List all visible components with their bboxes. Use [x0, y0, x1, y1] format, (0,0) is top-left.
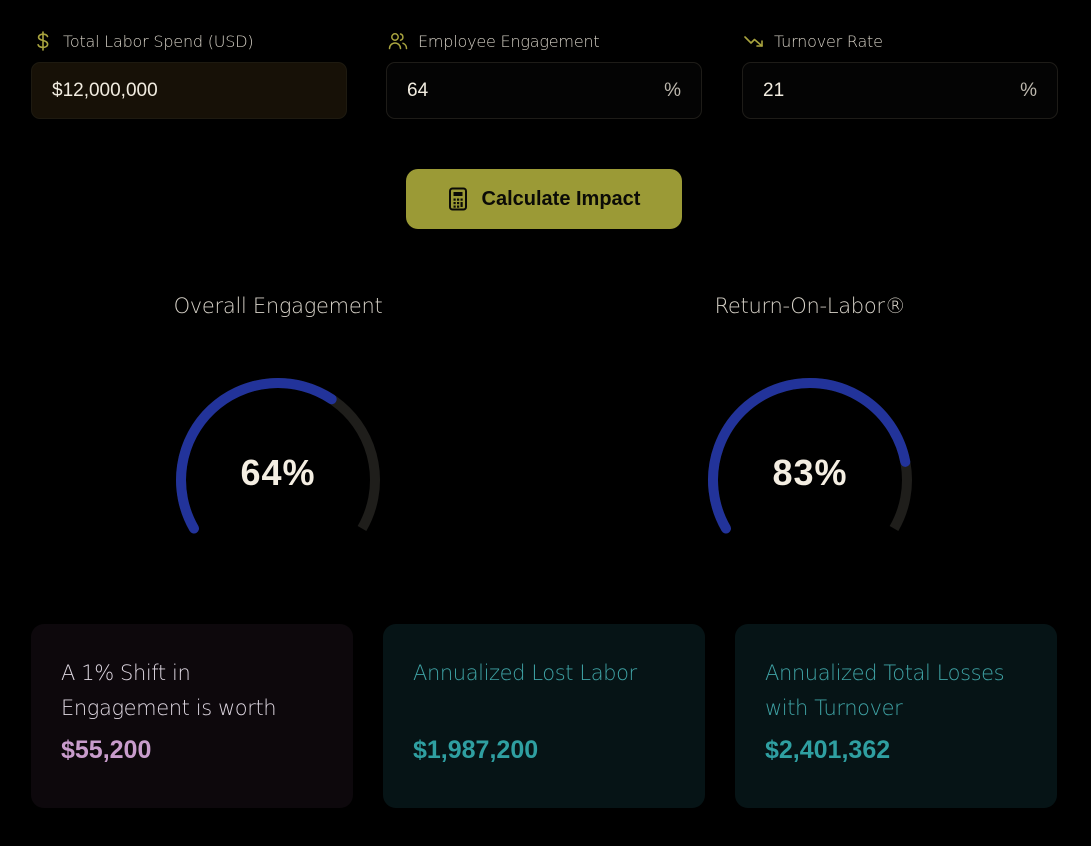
- engagement-shift-card: A 1% Shift in Engagement is worth $55,20…: [31, 624, 353, 808]
- gauge-fill: [708, 378, 911, 534]
- total-losses-card: Annualized Total Losses with Turnover $2…: [735, 624, 1057, 808]
- gauge-title-return-on-labor: Return-On-Labor®: [714, 294, 906, 318]
- engagement-gauge-svg: [176, 377, 380, 534]
- return-on-labor-gauge: 83%: [700, 370, 920, 570]
- lost-labor-card: Annualized Lost Labor $1,987,200: [383, 624, 705, 808]
- labor-spend-value[interactable]: $12,000,000: [52, 79, 158, 101]
- total-losses-label: Annualized Total Losses with Turnover: [765, 661, 1005, 720]
- engagement-label: Employee Engagement: [386, 30, 702, 52]
- return-on-labor-gauge-value: 83%: [772, 452, 848, 493]
- turnover-unit: %: [1020, 79, 1037, 101]
- lost-labor-label: Annualized Lost Labor: [413, 661, 637, 685]
- engagement-gauge: 64%: [168, 370, 388, 570]
- engagement-label-text: Employee Engagement: [418, 31, 600, 51]
- labor-spend-label: Total Labor Spend (USD): [31, 30, 347, 52]
- turnover-field: Turnover Rate 21 %: [742, 30, 1058, 119]
- calculate-impact-button[interactable]: Calculate Impact: [406, 169, 682, 229]
- engagement-shift-value: $55,200: [61, 736, 152, 764]
- gauge-title-engagement: Overall Engagement: [173, 294, 383, 318]
- turnover-label: Turnover Rate: [742, 30, 1058, 52]
- engagement-field: Employee Engagement 64 %: [386, 30, 702, 119]
- turnover-label-text: Turnover Rate: [774, 31, 883, 51]
- trending-down-icon: [744, 31, 764, 51]
- lost-labor-value: $1,987,200: [413, 736, 539, 764]
- return-on-labor-gauge-svg: [708, 377, 912, 534]
- labor-spend-label-text: Total Labor Spend (USD): [63, 31, 254, 51]
- calculate-impact-label: Calculate Impact: [481, 187, 641, 210]
- engagement-value[interactable]: 64: [407, 79, 429, 101]
- calculator-icon: [448, 187, 468, 211]
- labor-spend-field: Total Labor Spend (USD) $12,000,000: [31, 30, 347, 119]
- total-losses-value: $2,401,362: [765, 736, 891, 764]
- labor-spend-input[interactable]: $12,000,000: [31, 62, 347, 119]
- users-icon: [388, 31, 408, 51]
- dollar-icon: [33, 31, 53, 51]
- engagement-shift-label: A 1% Shift in Engagement is worth: [61, 661, 277, 720]
- engagement-unit: %: [664, 79, 681, 101]
- turnover-input[interactable]: 21 %: [742, 62, 1058, 119]
- engagement-gauge-value: 64%: [240, 452, 316, 493]
- engagement-input[interactable]: 64 %: [386, 62, 702, 119]
- turnover-value[interactable]: 21: [763, 79, 785, 101]
- gauge-fill: [176, 378, 337, 534]
